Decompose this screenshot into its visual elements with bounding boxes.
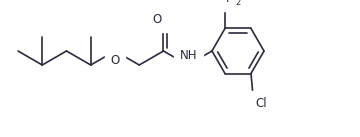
Text: O: O bbox=[111, 54, 120, 67]
Text: O: O bbox=[153, 13, 162, 26]
Text: 2: 2 bbox=[235, 0, 240, 7]
Text: NH: NH bbox=[226, 0, 243, 5]
Text: Cl: Cl bbox=[255, 97, 267, 109]
Text: NH: NH bbox=[180, 49, 198, 62]
